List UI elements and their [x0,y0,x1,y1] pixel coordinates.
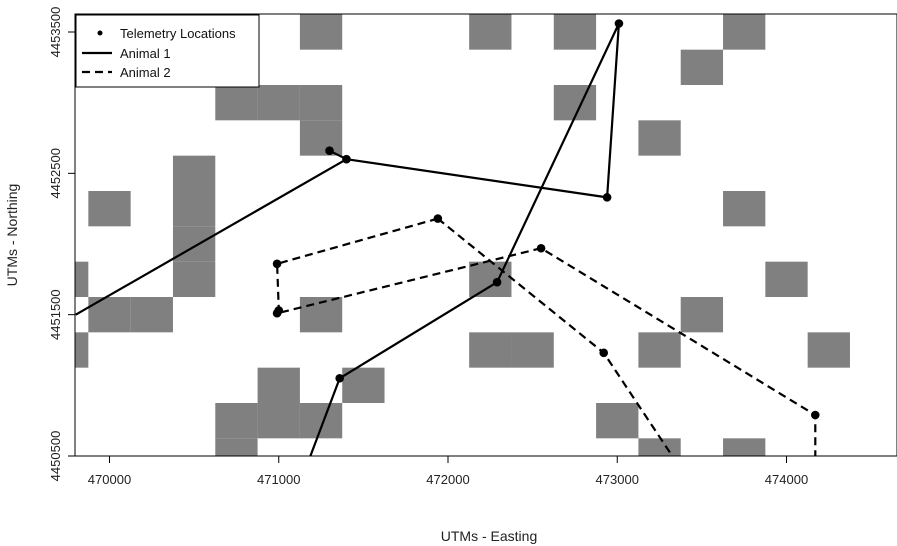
raster-cell-8 [299,85,343,121]
raster-cell-15 [723,191,766,227]
raster-cell-36 [215,438,258,456]
raster-cell-32 [215,403,258,439]
raster-cell-33 [257,403,300,439]
x-tick-label-474000: 474000 [765,472,808,487]
raster-cell-34 [299,403,343,439]
legend-point-marker [97,30,103,36]
x-axis: 470000 471000 472000 473000 474000 [88,456,808,487]
raster-cell-7 [257,85,300,121]
raster-cell-28 [638,332,681,368]
x-axis-title: UTMs - Easting [441,528,537,544]
telemetry-point-11 [599,348,609,358]
raster-cell-25 [75,332,89,368]
raster-cell-13 [88,191,131,227]
legend-label-animal-1: Animal 1 [120,46,171,61]
y-axis-title: UTMs - Northing [4,184,20,287]
raster-cell-26 [469,332,512,368]
raster-cell-1 [469,14,512,50]
raster-cell-6 [215,85,258,121]
raster-cell-0 [299,14,343,50]
telemetry-point-1 [342,154,351,164]
raster-cell-18 [172,261,216,297]
raster-cell-17 [75,261,89,297]
telemetry-point-12 [810,410,820,420]
x-tick-label-472000: 472000 [426,472,469,487]
telemetry-points [272,19,820,420]
telemetry-point-2 [602,193,612,202]
raster-cell-27 [511,332,554,368]
raster-cell-39 [554,474,596,509]
y-axis: 4450500 4451500 4452500 4453500 [48,7,75,482]
y-tick-label-4453500: 4453500 [48,7,63,58]
legend-label-animal-2: Animal 2 [120,65,171,80]
legend-box [75,14,260,88]
telemetry-point-4 [492,277,502,287]
y-tick-label-4450500: 4450500 [48,431,63,482]
raster-cell-30 [257,367,300,403]
raster-cell-21 [88,297,131,333]
x-tick-label-471000: 471000 [257,472,300,487]
raster-cell-5 [680,49,724,85]
raster-cell-10 [299,120,343,156]
legend-label-telemetry: Telemetry Locations [120,26,236,41]
raster-cell-12 [172,155,216,191]
raster-cell-38 [723,438,766,456]
raster-cell-22 [130,297,173,333]
raster-cell-14 [172,191,216,227]
telemetry-point-6 [433,214,443,223]
x-tick-label-473000: 473000 [596,472,639,487]
raster-cell-35 [596,403,639,439]
raster-cell-2 [553,14,597,50]
raster-cell-20 [765,261,808,297]
movement-paths [75,22,817,456]
raster-cell-3 [723,14,766,50]
telemetry-point-3 [614,19,624,28]
raster-cell-24 [680,297,724,333]
telemetry-point-10 [536,243,546,253]
telemetry-point-9 [272,308,282,318]
y-tick-label-4452500: 4452500 [48,148,63,199]
telemetry-point-0 [325,146,334,156]
telemetry-point-7 [272,259,282,269]
y-tick-label-4451500: 4451500 [48,289,63,340]
raster-cell-29 [807,332,850,368]
legend: Telemetry Locations Animal 1 Animal 2 [75,14,260,88]
raster-cell-11 [638,120,681,156]
x-tick-label-470000: 470000 [88,472,131,487]
telemetry-point-5 [335,373,344,383]
plot-frame [74,13,897,457]
